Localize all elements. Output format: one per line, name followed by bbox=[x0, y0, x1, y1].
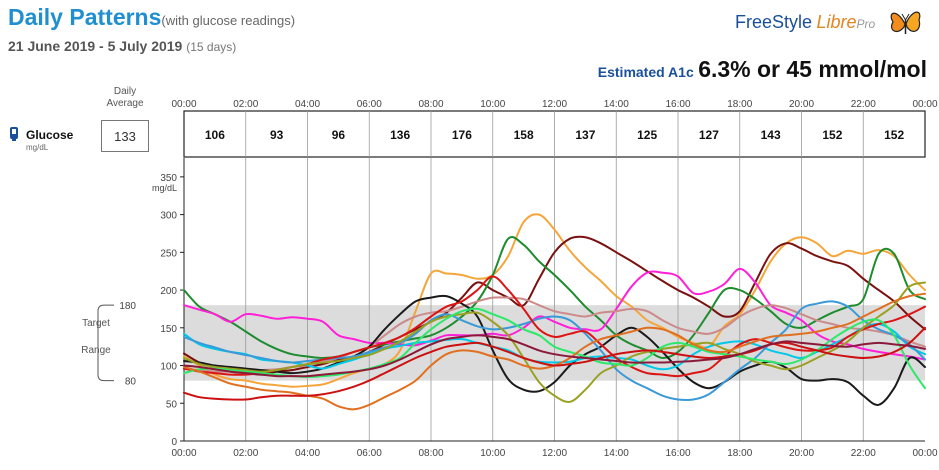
time-tick-label-bottom: 00:00 bbox=[171, 448, 196, 459]
time-tick-label-bottom: 02:00 bbox=[233, 448, 258, 459]
daily-average-box: 133 bbox=[101, 120, 149, 152]
glucose-series-line-2 bbox=[183, 235, 926, 376]
target-range-low-label: 80 bbox=[125, 377, 137, 388]
target-range-label-line1: Target bbox=[82, 318, 110, 329]
time-tick-label-top: 00:00 bbox=[171, 99, 196, 110]
interval-average-value: 127 bbox=[699, 128, 719, 142]
glucose-series-line-4 bbox=[183, 267, 926, 361]
page-title-note: (with glucose readings) bbox=[161, 13, 296, 28]
y-tick-label: 350 bbox=[160, 173, 177, 184]
time-tick-label-top: 02:00 bbox=[233, 99, 258, 110]
interval-average-value: 93 bbox=[270, 128, 284, 142]
time-tick-label-top: 04:00 bbox=[295, 99, 320, 110]
a1c-label: Estimated A1c bbox=[597, 64, 694, 80]
y-tick-label: 200 bbox=[160, 286, 177, 297]
y-tick-label: 0 bbox=[171, 437, 177, 448]
time-tick-label-bottom: 16:00 bbox=[665, 448, 690, 459]
brand-pro: Pro bbox=[856, 17, 876, 31]
glucose-label: Glucose bbox=[26, 126, 73, 144]
sensor-icon bbox=[10, 127, 18, 141]
time-tick-label-top: 16:00 bbox=[665, 99, 690, 110]
a1c-value: 6.3% or 45 mmol/mol bbox=[698, 56, 927, 82]
glucose-series-line-14 bbox=[183, 334, 926, 378]
glucose-series-line-6 bbox=[183, 294, 926, 406]
glucose-title: Glucose bbox=[26, 128, 74, 142]
time-tick-label-bottom: 04:00 bbox=[295, 448, 320, 459]
brand-freestyle: FreeStyle bbox=[735, 12, 813, 32]
y-tick-label: 300 bbox=[160, 211, 177, 222]
interval-average-value: 152 bbox=[884, 128, 904, 142]
interval-average-value: 96 bbox=[332, 128, 346, 142]
time-tick-label-top: 14:00 bbox=[604, 99, 629, 110]
estimated-a1c: Estimated A1c 6.3% or 45 mmol/mol bbox=[598, 56, 927, 83]
interval-average-value: 106 bbox=[205, 128, 225, 142]
daily-average-value: 133 bbox=[114, 128, 136, 144]
butterfly-logo-icon bbox=[890, 11, 921, 34]
interval-average-value: 176 bbox=[452, 128, 472, 142]
glucose-series-line-8 bbox=[183, 300, 926, 402]
interval-average-value: 158 bbox=[514, 128, 534, 142]
y-tick-label: 150 bbox=[160, 324, 177, 335]
date-range: 21 June 2019 - 5 July 2019 (15 days) bbox=[8, 38, 236, 54]
time-tick-label-bottom: 14:00 bbox=[604, 448, 629, 459]
glucose-series-line-13 bbox=[183, 326, 926, 401]
time-tick-label-bottom: 20:00 bbox=[789, 448, 814, 459]
time-tick-label-bottom: 10:00 bbox=[480, 448, 505, 459]
interval-average-value: 143 bbox=[761, 128, 781, 142]
target-range-label-line2: Range bbox=[81, 345, 111, 356]
y-tick-label: 250 bbox=[160, 248, 177, 259]
y-axis-unit-label: mg/dL bbox=[152, 183, 177, 193]
glucose-series-line-7 bbox=[183, 322, 926, 371]
time-tick-label-top: 06:00 bbox=[357, 99, 382, 110]
time-tick-label-top: 22:00 bbox=[851, 99, 876, 110]
time-tick-label-top: 08:00 bbox=[418, 99, 443, 110]
interval-average-value: 125 bbox=[637, 128, 657, 142]
time-tick-label-top: 00:00 bbox=[912, 99, 937, 110]
day-count: (15 days) bbox=[186, 40, 237, 54]
interval-average-value: 136 bbox=[390, 128, 410, 142]
daily-average-label: Daily Average bbox=[106, 86, 144, 109]
y-tick-label: 100 bbox=[160, 362, 177, 373]
time-tick-label-top: 20:00 bbox=[789, 99, 814, 110]
time-tick-label-top: 12:00 bbox=[542, 99, 567, 110]
date-range-text: 21 June 2019 - 5 July 2019 bbox=[8, 38, 183, 54]
page-title: Daily Patterns bbox=[8, 4, 162, 30]
report-title-row: Daily Patterns(with glucose readings) bbox=[8, 4, 295, 31]
time-tick-label-top: 18:00 bbox=[727, 99, 752, 110]
interval-average-value: 137 bbox=[575, 128, 595, 142]
glucose-unit: mg/dL bbox=[26, 143, 49, 152]
time-tick-label-bottom: 06:00 bbox=[357, 448, 382, 459]
target-range-bracket bbox=[97, 304, 114, 382]
time-tick-label-bottom: 12:00 bbox=[542, 448, 567, 459]
target-range-high-label: 180 bbox=[119, 301, 136, 312]
time-tick-label-bottom: 22:00 bbox=[851, 448, 876, 459]
interval-average-value: 152 bbox=[822, 128, 842, 142]
time-tick-label-bottom: 18:00 bbox=[727, 448, 752, 459]
time-tick-label-bottom: 08:00 bbox=[418, 448, 443, 459]
glucose-series-line-10 bbox=[183, 281, 926, 403]
brand-libre: Libre bbox=[816, 12, 857, 32]
time-tick-label-bottom: 00:00 bbox=[912, 448, 937, 459]
glucose-series-line-1 bbox=[183, 213, 926, 388]
glucose-series-line-3 bbox=[183, 236, 926, 360]
time-tick-label-top: 10:00 bbox=[480, 99, 505, 110]
y-tick-label: 50 bbox=[166, 399, 178, 410]
brand-logo: FreeStyle LibrePro bbox=[735, 12, 875, 33]
